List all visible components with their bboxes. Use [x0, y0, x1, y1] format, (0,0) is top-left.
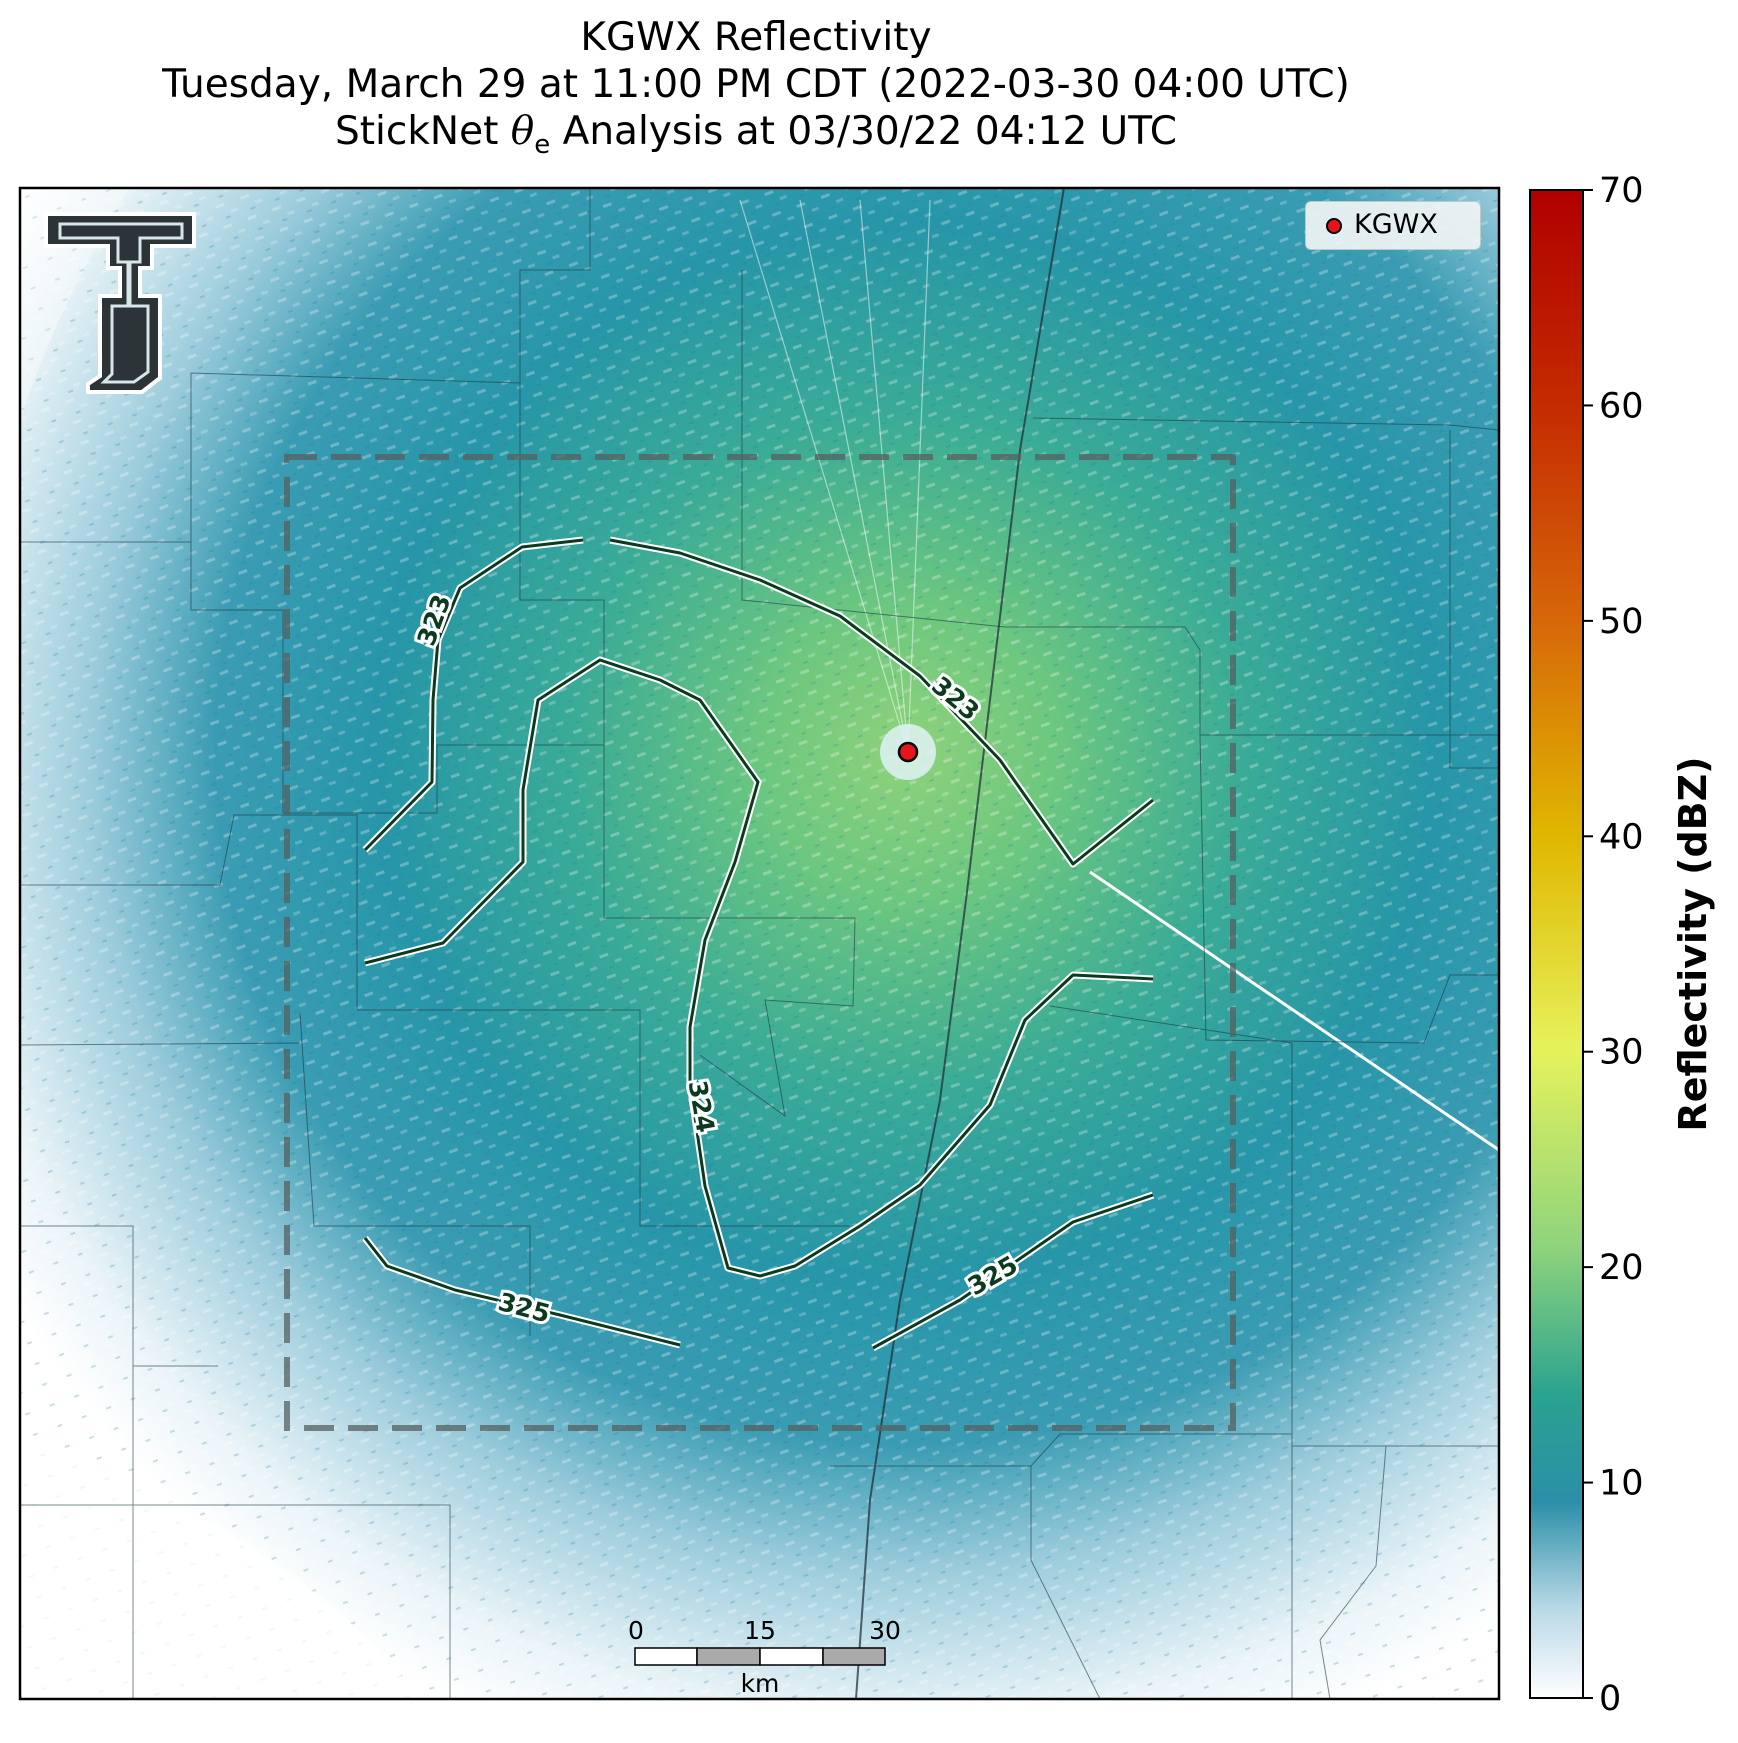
- legend: KGWX: [1305, 201, 1481, 250]
- colorbar-tick-label: 40: [1599, 817, 1644, 857]
- title-analysis-prefix: StickNet: [335, 109, 511, 154]
- echo-texture: [20, 188, 1499, 1699]
- title-analysis: StickNet θe Analysis at 03/30/22 04:12 U…: [0, 108, 1512, 169]
- legend-label: KGWX: [1354, 209, 1438, 240]
- colorbar-tick-label: 50: [1599, 602, 1644, 642]
- scale-tick-0: 0: [628, 1616, 644, 1645]
- contour-324: [364, 656, 1154, 1280]
- colorbar-tick-label: 30: [1599, 1033, 1644, 1073]
- colorbar-tick-label: 10: [1599, 1464, 1644, 1504]
- theta-subscript: e: [534, 129, 551, 160]
- map-frame: [18, 186, 1501, 1701]
- colorbar-label: Reflectivity (dBZ): [1671, 756, 1715, 1131]
- scale-unit: km: [741, 1669, 780, 1698]
- scale-bar: 0 15 30 km: [628, 1616, 901, 1698]
- colorbar-tick-label: 0: [1599, 1679, 1621, 1719]
- colorbar-tick-label: 70: [1599, 171, 1644, 211]
- figure-title: KGWX Reflectivity Tuesday, March 29 at 1…: [0, 14, 1512, 169]
- colorbar-tick-label: 60: [1599, 386, 1644, 426]
- county-boundaries: [20, 188, 1499, 1699]
- theta-e-contours: [362, 536, 1156, 1352]
- highway-line: [855, 188, 1065, 1699]
- theta-symbol: θ: [510, 109, 535, 154]
- scale-tick-15: 15: [744, 1616, 776, 1645]
- legend-marker-icon: [1326, 218, 1342, 234]
- radar-site-kgwx: [897, 741, 919, 763]
- beam-blockage-spike: [1089, 870, 1499, 1152]
- colorbar: [1529, 189, 1584, 1699]
- title-radar: KGWX Reflectivity: [580, 15, 932, 60]
- scale-tick-30: 30: [869, 1616, 901, 1645]
- colorbar-tick-label: 20: [1599, 1248, 1644, 1288]
- analysis-domain-box: [284, 454, 1236, 1431]
- colorbar-ticks: 0 10 20 30 40 50 60 70: [1583, 171, 1644, 1719]
- texas-tech-logo: [44, 212, 196, 394]
- reflectivity-field: 323 323 324 325 325 0 15 30 km: [20, 188, 1499, 1699]
- no-echo-area-sw: [20, 1430, 420, 1699]
- contour-325-west: [362, 1235, 681, 1349]
- title-analysis-suffix: Analysis at 03/30/22 04:12 UTC: [550, 109, 1177, 154]
- contour-323-west: [362, 536, 584, 853]
- title-time: Tuesday, March 29 at 11:00 PM CDT (2022-…: [162, 62, 1350, 107]
- contour-325-east: [871, 1191, 1155, 1352]
- contour-323-east: [609, 536, 1156, 868]
